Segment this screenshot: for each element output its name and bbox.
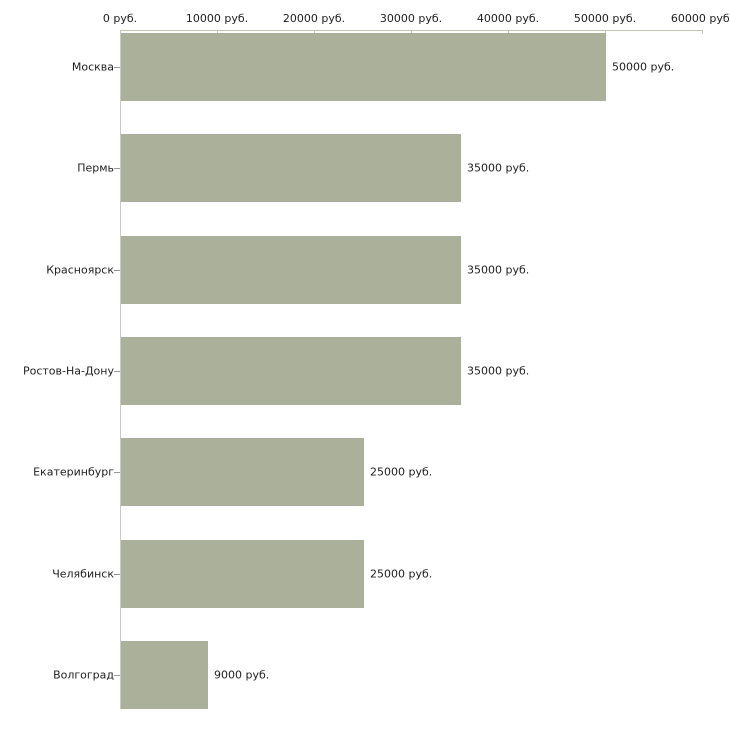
x-axis-tick-label: 60000 руб. xyxy=(670,12,730,25)
value-label: 35000 руб. xyxy=(467,364,530,378)
x-axis-tick-mark xyxy=(605,31,606,34)
category-tick xyxy=(114,675,120,676)
x-axis-tick-mark xyxy=(314,31,315,34)
bar-красноярск xyxy=(121,236,461,304)
x-axis-tick-mark xyxy=(702,31,703,34)
bar-москва xyxy=(121,33,606,101)
bar-екатеринбург xyxy=(121,438,364,506)
y-axis-line xyxy=(120,30,121,709)
x-axis-tick-label: 30000 руб. xyxy=(379,12,443,25)
x-axis-tick-mark xyxy=(120,31,121,34)
x-axis-tick-mark xyxy=(508,31,509,34)
category-label: Пермь xyxy=(77,161,114,175)
x-axis-tick-label: 20000 руб. xyxy=(282,12,346,25)
category-label: Москва xyxy=(71,60,114,74)
bar-ростов-на-дону xyxy=(121,337,461,405)
category-label: Волгоград xyxy=(53,668,114,682)
category-tick xyxy=(114,472,120,473)
bar-волгоград xyxy=(121,641,208,709)
category-tick xyxy=(114,574,120,575)
value-label: 9000 руб. xyxy=(214,668,270,682)
x-axis-tick-label: 40000 руб. xyxy=(476,12,540,25)
category-tick xyxy=(114,67,120,68)
x-axis-line xyxy=(120,30,703,31)
category-tick xyxy=(114,168,120,169)
x-axis-tick-mark xyxy=(411,31,412,34)
bar-челябинск xyxy=(121,540,364,608)
value-label: 25000 руб. xyxy=(370,567,433,581)
category-label: Красноярск xyxy=(46,263,114,277)
x-axis-tick-label: 50000 руб. xyxy=(573,12,637,25)
category-tick xyxy=(114,371,120,372)
x-axis-tick-label: 10000 руб. xyxy=(185,12,249,25)
value-label: 35000 руб. xyxy=(467,263,530,277)
bar-пермь xyxy=(121,134,461,202)
value-label: 25000 руб. xyxy=(370,465,433,479)
category-label: Екатеринбург xyxy=(33,465,114,479)
value-label: 50000 руб. xyxy=(612,60,675,74)
category-label: Челябинск xyxy=(52,567,114,581)
x-axis-tick-mark xyxy=(217,31,218,34)
x-axis-tick-label: 0 руб. xyxy=(102,12,138,25)
category-tick xyxy=(114,270,120,271)
category-label: Ростов-На-Дону xyxy=(22,364,114,378)
value-label: 35000 руб. xyxy=(467,161,530,175)
